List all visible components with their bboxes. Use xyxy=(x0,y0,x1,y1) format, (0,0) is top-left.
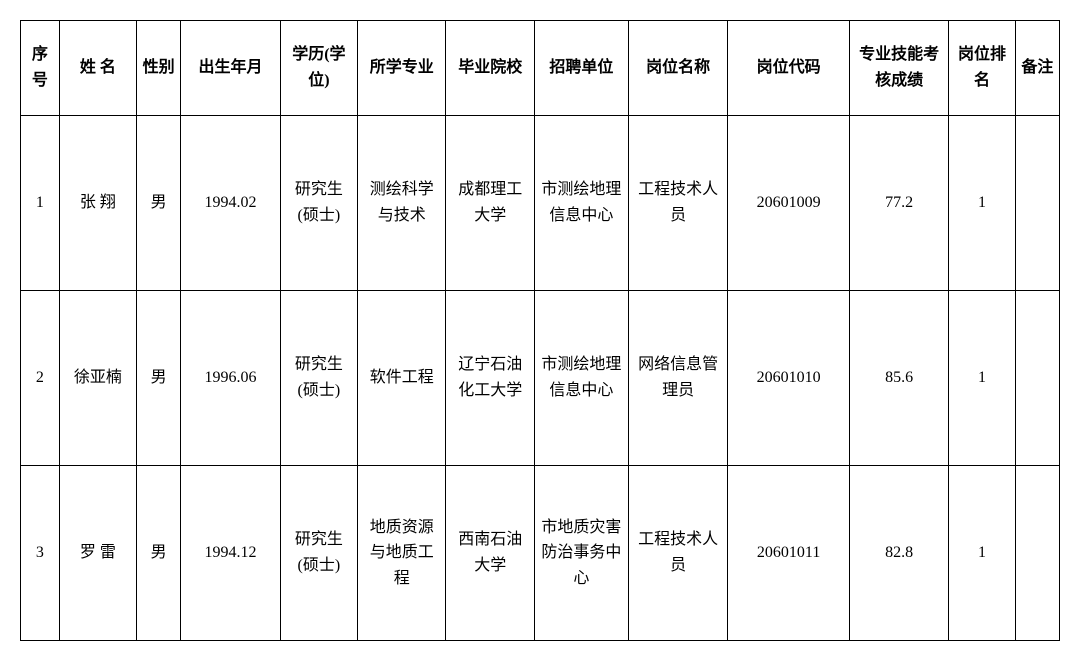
cell-birth: 1994.02 xyxy=(181,116,280,291)
header-rank: 岗位排名 xyxy=(949,21,1015,116)
header-school: 毕业院校 xyxy=(446,21,534,116)
cell-position: 网络信息管理员 xyxy=(628,291,727,466)
cell-major: 地质资源与地质工程 xyxy=(358,466,446,641)
header-major: 所学专业 xyxy=(358,21,446,116)
cell-school: 成都理工大学 xyxy=(446,116,534,291)
header-remark: 备注 xyxy=(1015,21,1059,116)
cell-position: 工程技术人员 xyxy=(628,466,727,641)
cell-score: 77.2 xyxy=(849,116,948,291)
table-container: 序号 姓 名 性别 出生年月 学历(学位) 所学专业 毕业院校 招聘单位 岗位名… xyxy=(20,20,1060,641)
cell-employer: 市测绘地理信息中心 xyxy=(534,291,628,466)
table-row: 1 张 翔 男 1994.02 研究生(硕士) 测绘科学与技术 成都理工大学 市… xyxy=(21,116,1060,291)
header-row: 序号 姓 名 性别 出生年月 学历(学位) 所学专业 毕业院校 招聘单位 岗位名… xyxy=(21,21,1060,116)
cell-rank: 1 xyxy=(949,291,1015,466)
cell-remark xyxy=(1015,291,1059,466)
cell-edu: 研究生(硕士) xyxy=(280,466,357,641)
cell-rank: 1 xyxy=(949,116,1015,291)
table-row: 2 徐亚楠 男 1996.06 研究生(硕士) 软件工程 辽宁石油化工大学 市测… xyxy=(21,291,1060,466)
cell-seq: 3 xyxy=(21,466,60,641)
header-gender: 性别 xyxy=(137,21,181,116)
cell-edu: 研究生(硕士) xyxy=(280,116,357,291)
cell-seq: 1 xyxy=(21,116,60,291)
cell-gender: 男 xyxy=(137,291,181,466)
header-edu: 学历(学位) xyxy=(280,21,357,116)
header-birth: 出生年月 xyxy=(181,21,280,116)
cell-remark xyxy=(1015,466,1059,641)
header-employer: 招聘单位 xyxy=(534,21,628,116)
cell-code: 20601010 xyxy=(728,291,850,466)
cell-score: 85.6 xyxy=(849,291,948,466)
cell-seq: 2 xyxy=(21,291,60,466)
cell-remark xyxy=(1015,116,1059,291)
cell-employer: 市地质灾害防治事务中心 xyxy=(534,466,628,641)
cell-name: 张 翔 xyxy=(59,116,136,291)
table-body: 1 张 翔 男 1994.02 研究生(硕士) 测绘科学与技术 成都理工大学 市… xyxy=(21,116,1060,641)
cell-position: 工程技术人员 xyxy=(628,116,727,291)
cell-score: 82.8 xyxy=(849,466,948,641)
header-code: 岗位代码 xyxy=(728,21,850,116)
header-seq: 序号 xyxy=(21,21,60,116)
header-name: 姓 名 xyxy=(59,21,136,116)
cell-rank: 1 xyxy=(949,466,1015,641)
header-score: 专业技能考核成绩 xyxy=(849,21,948,116)
cell-birth: 1996.06 xyxy=(181,291,280,466)
header-position: 岗位名称 xyxy=(628,21,727,116)
cell-edu: 研究生(硕士) xyxy=(280,291,357,466)
cell-gender: 男 xyxy=(137,466,181,641)
cell-employer: 市测绘地理信息中心 xyxy=(534,116,628,291)
cell-name: 罗 雷 xyxy=(59,466,136,641)
table-header: 序号 姓 名 性别 出生年月 学历(学位) 所学专业 毕业院校 招聘单位 岗位名… xyxy=(21,21,1060,116)
cell-name: 徐亚楠 xyxy=(59,291,136,466)
cell-major: 软件工程 xyxy=(358,291,446,466)
cell-code: 20601011 xyxy=(728,466,850,641)
recruitment-table: 序号 姓 名 性别 出生年月 学历(学位) 所学专业 毕业院校 招聘单位 岗位名… xyxy=(20,20,1060,641)
cell-major: 测绘科学与技术 xyxy=(358,116,446,291)
cell-code: 20601009 xyxy=(728,116,850,291)
cell-birth: 1994.12 xyxy=(181,466,280,641)
table-row: 3 罗 雷 男 1994.12 研究生(硕士) 地质资源与地质工程 西南石油大学… xyxy=(21,466,1060,641)
cell-school: 辽宁石油化工大学 xyxy=(446,291,534,466)
cell-gender: 男 xyxy=(137,116,181,291)
cell-school: 西南石油大学 xyxy=(446,466,534,641)
